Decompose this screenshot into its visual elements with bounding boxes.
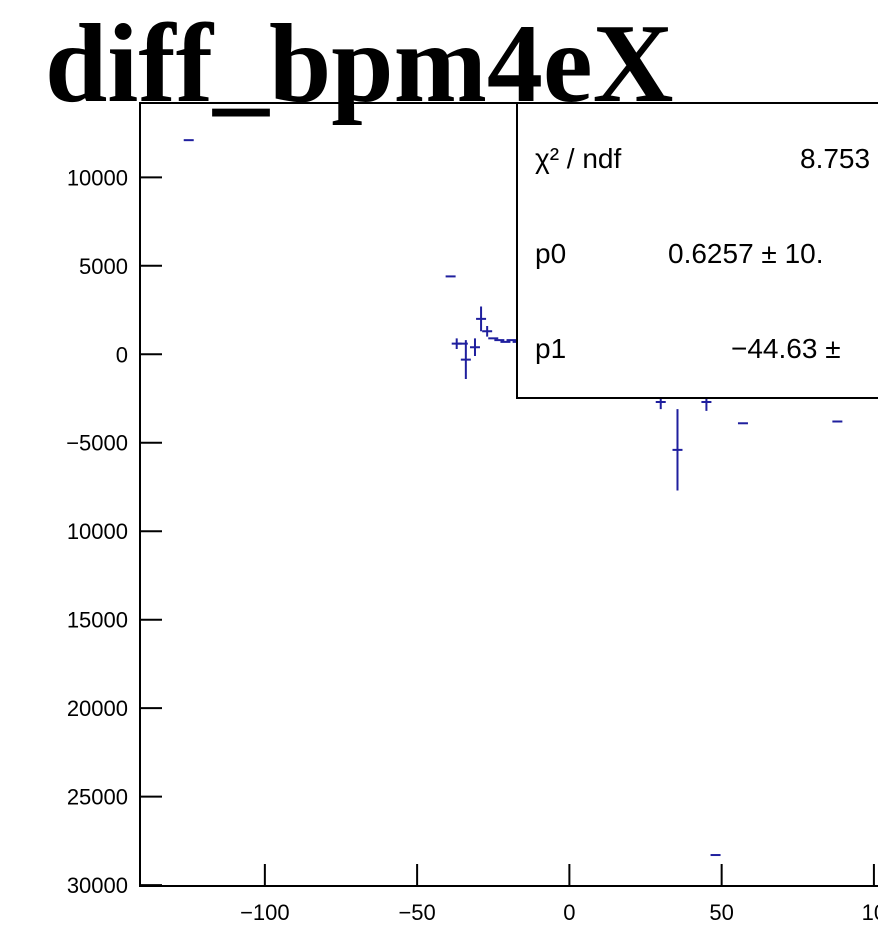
stats-layer: χ² / ndf 8.753 p0 0.6257 ± 10. p1 −44.63 ± <box>535 143 870 364</box>
x-tick-label: −100 <box>240 900 290 925</box>
y-tick-label: 15000 <box>67 608 128 633</box>
y-tick-label: −5000 <box>66 431 128 456</box>
data-point <box>672 409 683 491</box>
stat-label: χ² / ndf <box>535 143 622 174</box>
stat-value: 0.6257 ± 10. <box>668 238 824 269</box>
y-tick-label: 10000 <box>67 165 128 190</box>
y-tick-label: 5000 <box>79 254 128 279</box>
data-layer <box>140 139 875 887</box>
data-point <box>476 306 487 332</box>
stats-box <box>516 102 878 399</box>
x-tick-label: 0 <box>563 900 575 925</box>
data-point <box>469 338 480 357</box>
x-tick-label: 10 <box>862 900 878 925</box>
x-tick-label: 50 <box>709 900 733 925</box>
chart-title: diff_bpm4eX <box>45 2 673 126</box>
y-tick-label: 0 <box>116 342 128 367</box>
y-tick-label: 20000 <box>67 696 128 721</box>
y-tick-label: 25000 <box>67 785 128 810</box>
stat-value: 8.753 <box>800 143 870 174</box>
stat-label: p1 <box>535 333 566 364</box>
data-point <box>460 340 471 380</box>
x-tick-label: −50 <box>398 900 435 925</box>
y-tick-label: 10000 <box>67 519 128 544</box>
stat-label: p0 <box>535 238 566 269</box>
stat-value: −44.63 ± <box>731 333 841 364</box>
data-point <box>482 325 493 337</box>
y-tick-label: 30000 <box>67 873 128 898</box>
